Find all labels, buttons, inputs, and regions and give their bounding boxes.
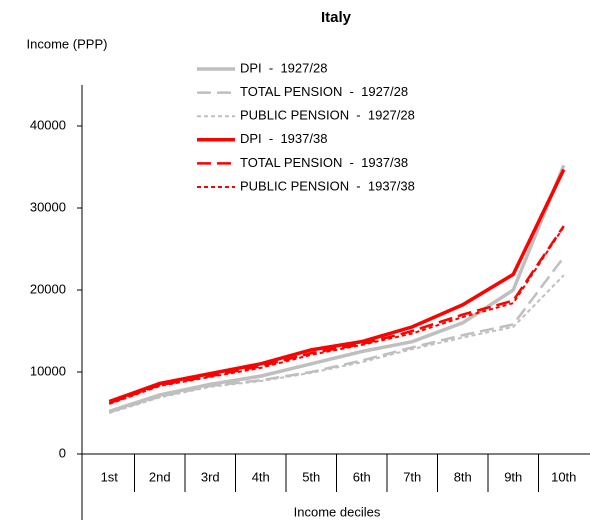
data-line bbox=[108, 225, 565, 405]
x-axis-label: Income deciles bbox=[294, 504, 381, 519]
data-line bbox=[108, 164, 566, 414]
legend-label: DPI - 1937/38 bbox=[240, 131, 327, 146]
x-tick-label: 7th bbox=[403, 469, 421, 484]
data-line bbox=[108, 256, 565, 414]
data-line bbox=[108, 226, 565, 405]
legend-label: TOTAL PENSION - 1937/38 bbox=[240, 155, 408, 170]
x-tick-label: 3rd bbox=[201, 469, 220, 484]
y-tick-label: 10000 bbox=[30, 363, 66, 378]
x-tick-label: 1st bbox=[101, 469, 119, 484]
x-tick-label: 5th bbox=[302, 469, 320, 484]
y-tick-label: 40000 bbox=[30, 117, 66, 132]
x-tick-label: 8th bbox=[454, 469, 472, 484]
legend-label: PUBLIC PENSION - 1937/38 bbox=[240, 178, 415, 193]
x-tick-label: 9th bbox=[504, 469, 522, 484]
x-tick-label: 10th bbox=[551, 469, 576, 484]
y-tick-label: 20000 bbox=[30, 281, 66, 296]
x-tick-label: 6th bbox=[353, 469, 371, 484]
legend-label: PUBLIC PENSION - 1927/28 bbox=[240, 108, 415, 123]
legend-label: TOTAL PENSION - 1927/28 bbox=[240, 84, 408, 99]
data-line bbox=[108, 168, 566, 404]
data-line bbox=[108, 274, 565, 414]
y-tick-label: 30000 bbox=[30, 199, 66, 214]
x-tick-label: 2nd bbox=[149, 469, 171, 484]
legend-label: DPI - 1927/28 bbox=[240, 60, 327, 75]
x-tick-label: 4th bbox=[252, 469, 270, 484]
chart-title: Italy bbox=[321, 9, 352, 26]
y-axis-label: Income (PPP) bbox=[27, 36, 108, 51]
y-tick-label: 0 bbox=[59, 445, 66, 460]
